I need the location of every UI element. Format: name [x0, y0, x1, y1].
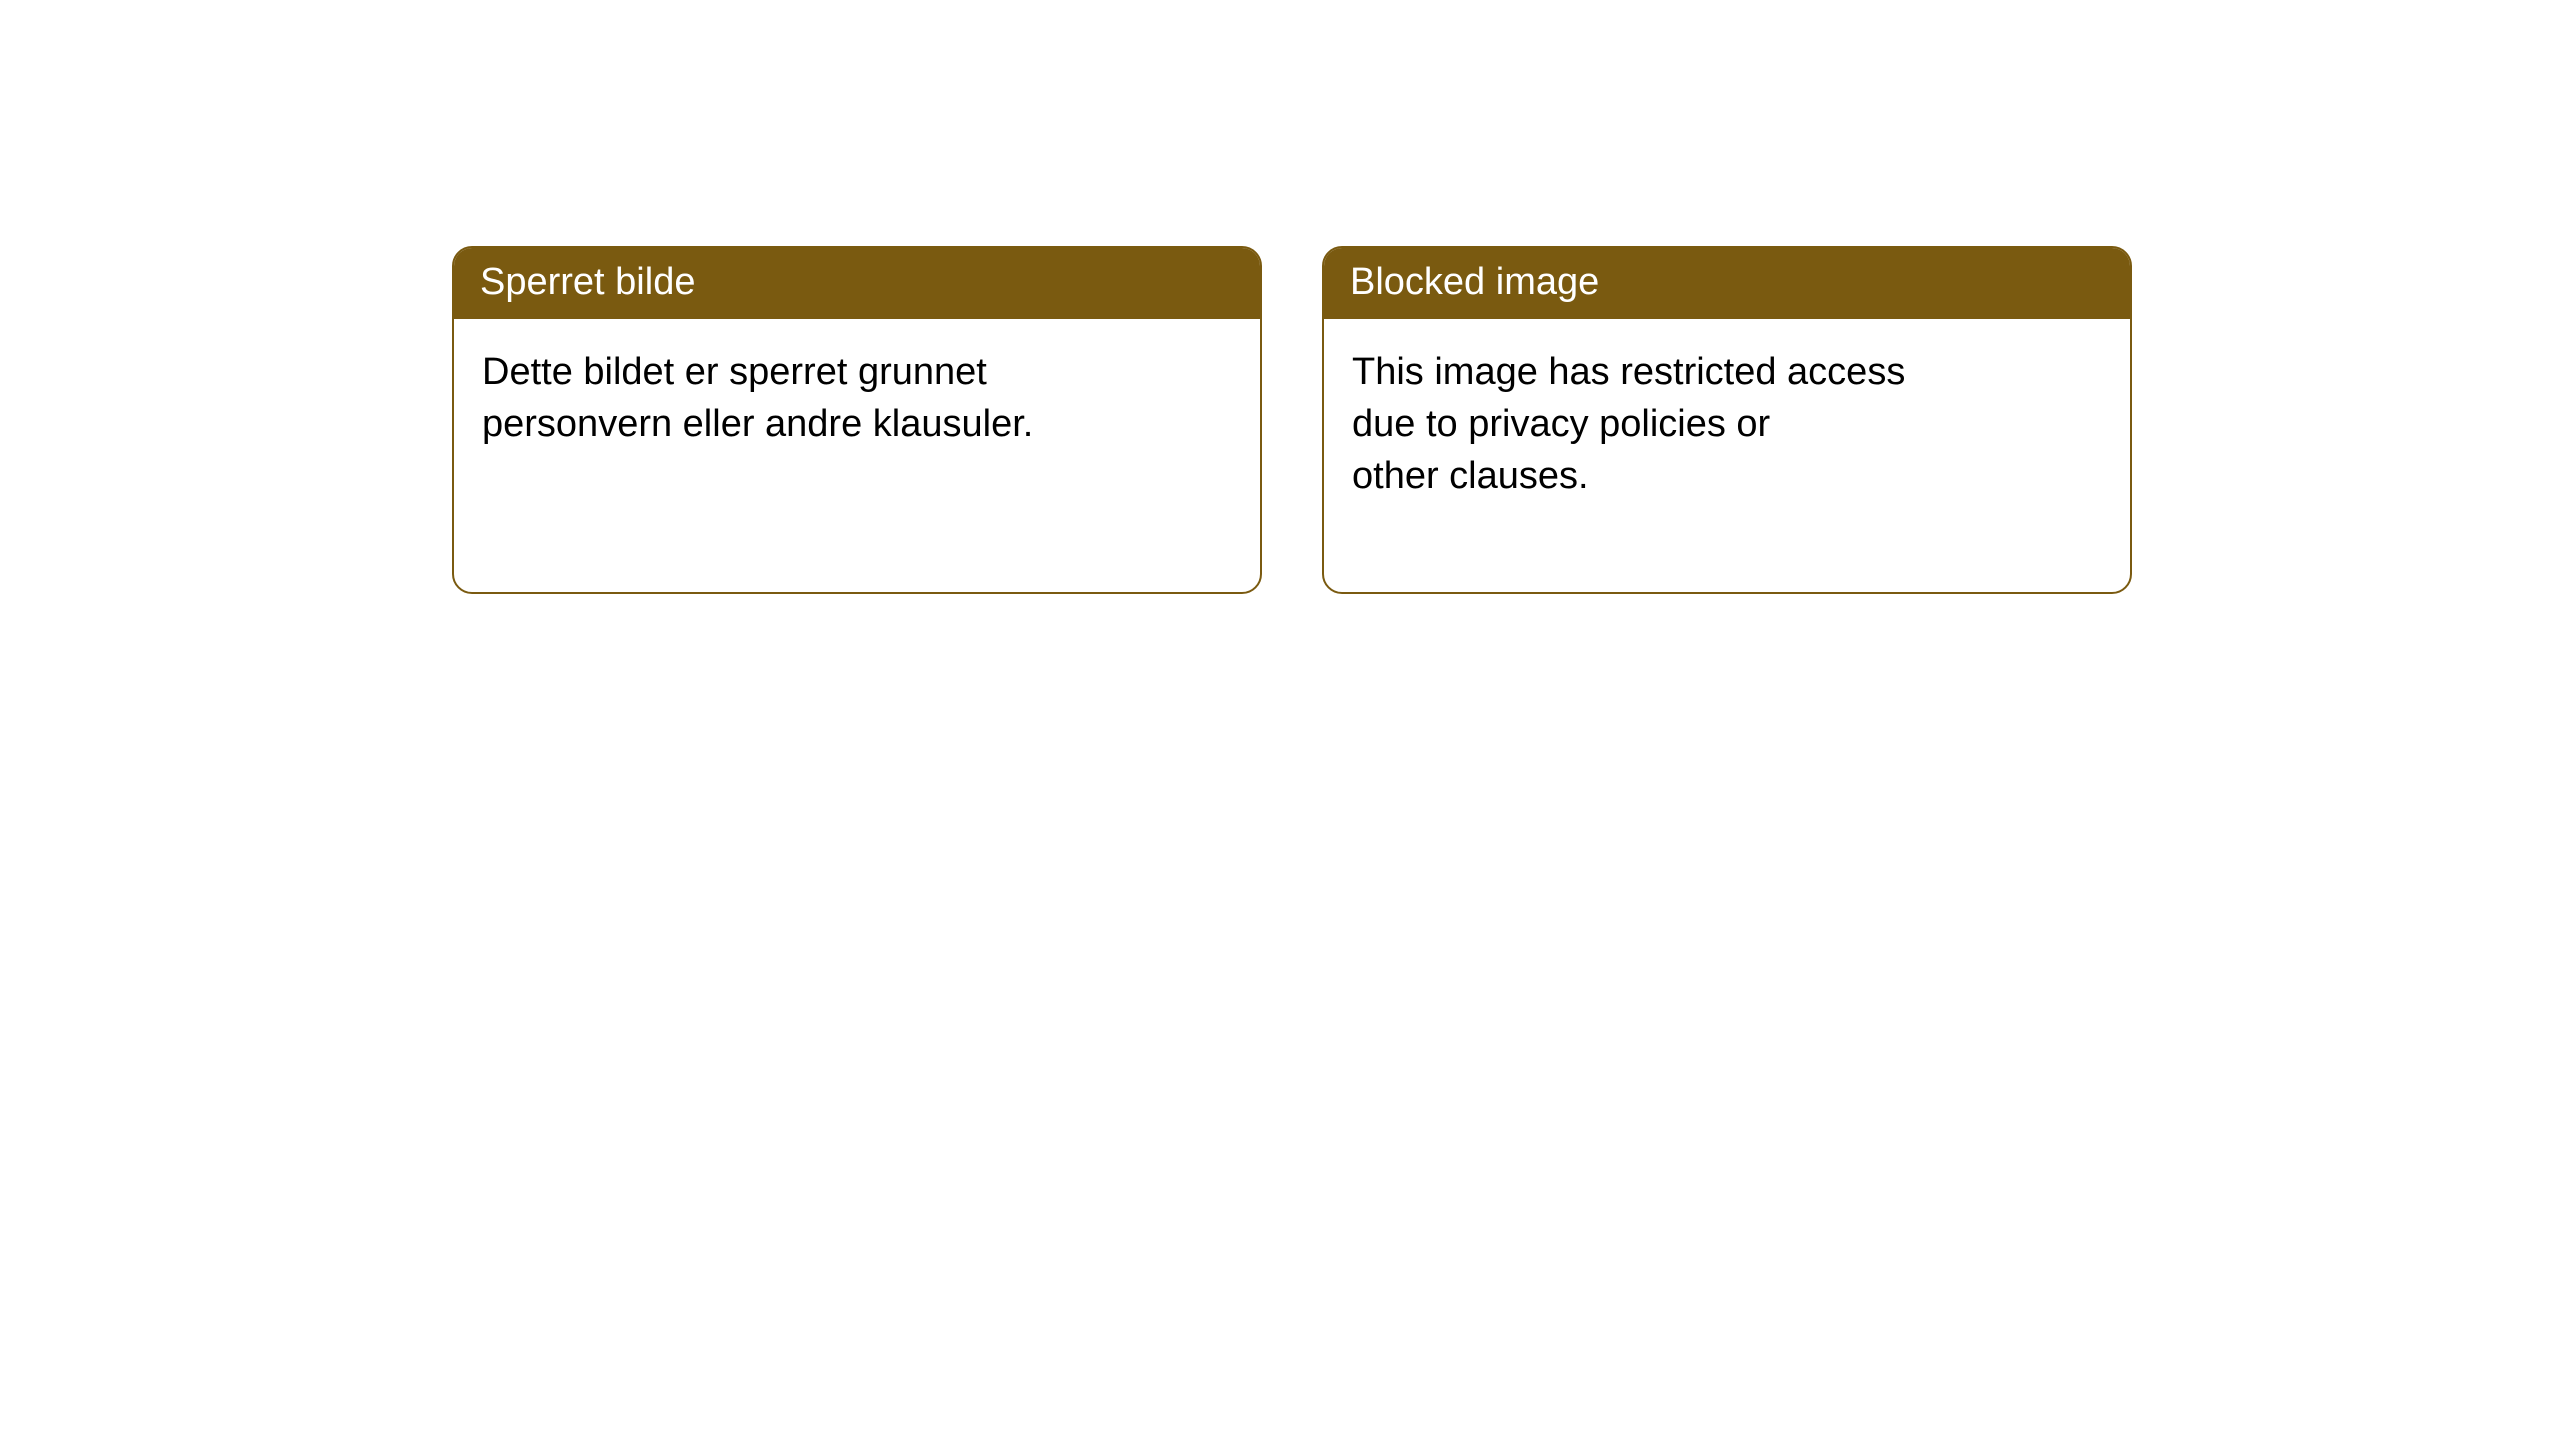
notice-body-norwegian: Dette bildet er sperret grunnet personve… [454, 319, 1260, 540]
notice-title-english: Blocked image [1324, 248, 2130, 319]
notice-card-english: Blocked image This image has restricted … [1322, 246, 2132, 594]
notice-title-norwegian: Sperret bilde [454, 248, 1260, 319]
notice-container: Sperret bilde Dette bildet er sperret gr… [0, 0, 2560, 594]
notice-card-norwegian: Sperret bilde Dette bildet er sperret gr… [452, 246, 1262, 594]
notice-body-english: This image has restricted access due to … [1324, 319, 2130, 592]
